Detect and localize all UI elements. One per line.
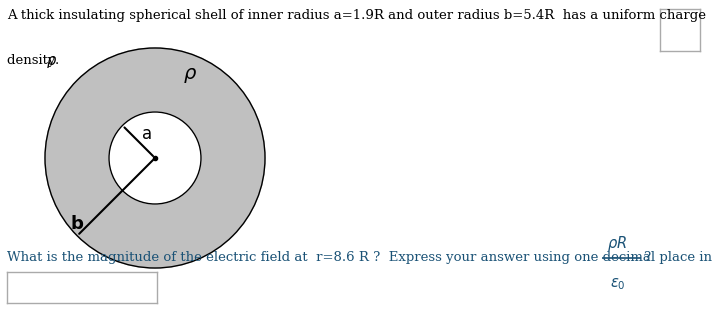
Text: b: b — [71, 215, 84, 233]
Text: $\rho$: $\rho$ — [183, 66, 197, 85]
Text: .: . — [54, 54, 59, 67]
Text: A thick insulating spherical shell of inner radius a=1.9R and outer radius b=5.4: A thick insulating spherical shell of in… — [7, 9, 706, 22]
Circle shape — [109, 112, 201, 204]
Text: $\rho R$: $\rho R$ — [607, 234, 627, 253]
Text: $\rho$: $\rho$ — [46, 54, 58, 70]
Text: ?: ? — [643, 251, 650, 264]
Text: What is the magnitude of the electric field at  r=8.6 R ?  Express your answer u: What is the magnitude of the electric fi… — [7, 251, 714, 264]
Text: a: a — [141, 125, 152, 143]
Circle shape — [45, 48, 265, 268]
Text: density: density — [7, 54, 60, 67]
Text: $\epsilon_0$: $\epsilon_0$ — [610, 276, 626, 292]
